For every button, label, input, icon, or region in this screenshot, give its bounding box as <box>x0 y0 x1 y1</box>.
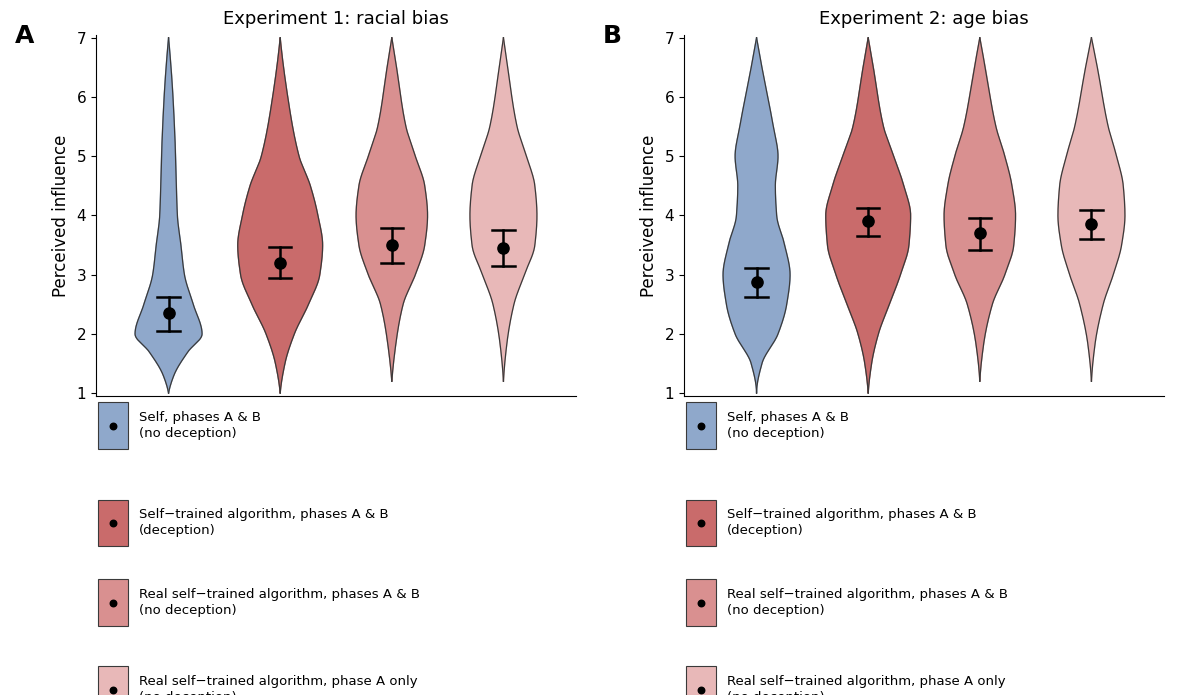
Point <box>1082 219 1102 230</box>
Text: Self−trained algorithm, phases A & B
(deception): Self−trained algorithm, phases A & B (de… <box>727 509 977 537</box>
Point <box>858 216 877 227</box>
Text: Self, phases A & B
(no deception): Self, phases A & B (no deception) <box>727 411 850 440</box>
Point <box>691 420 710 431</box>
Point <box>103 597 122 609</box>
Polygon shape <box>470 38 536 382</box>
Text: Real self−trained algorithm, phase A only
(no deception): Real self−trained algorithm, phase A onl… <box>139 676 418 695</box>
Polygon shape <box>136 38 202 393</box>
Title: Experiment 1: racial bias: Experiment 1: racial bias <box>223 10 449 28</box>
Text: Real self−trained algorithm, phase A only
(no deception): Real self−trained algorithm, phase A onl… <box>727 676 1006 695</box>
Text: Real self−trained algorithm, phases A & B
(no deception): Real self−trained algorithm, phases A & … <box>727 589 1008 617</box>
Polygon shape <box>356 38 427 382</box>
Point <box>103 517 122 528</box>
Point <box>383 240 402 251</box>
Text: Self, phases A & B
(no deception): Self, phases A & B (no deception) <box>139 411 262 440</box>
Point <box>971 228 990 239</box>
Text: B: B <box>602 24 622 48</box>
Polygon shape <box>1058 38 1124 382</box>
Point <box>103 684 122 695</box>
Text: A: A <box>14 24 34 48</box>
Point <box>103 420 122 431</box>
Point <box>691 684 710 695</box>
Point <box>691 517 710 528</box>
Polygon shape <box>724 38 790 393</box>
Point <box>494 243 514 254</box>
Point <box>158 308 178 319</box>
Y-axis label: Perceived influence: Perceived influence <box>640 134 658 297</box>
Polygon shape <box>826 38 911 393</box>
Point <box>270 257 289 268</box>
Polygon shape <box>944 38 1015 382</box>
Polygon shape <box>238 38 323 393</box>
Text: Real self−trained algorithm, phases A & B
(no deception): Real self−trained algorithm, phases A & … <box>139 589 420 617</box>
Y-axis label: Perceived influence: Perceived influence <box>52 134 70 297</box>
Title: Experiment 2: age bias: Experiment 2: age bias <box>820 10 1028 28</box>
Point <box>691 597 710 609</box>
Text: Self−trained algorithm, phases A & B
(deception): Self−trained algorithm, phases A & B (de… <box>139 509 389 537</box>
Point <box>746 276 766 287</box>
